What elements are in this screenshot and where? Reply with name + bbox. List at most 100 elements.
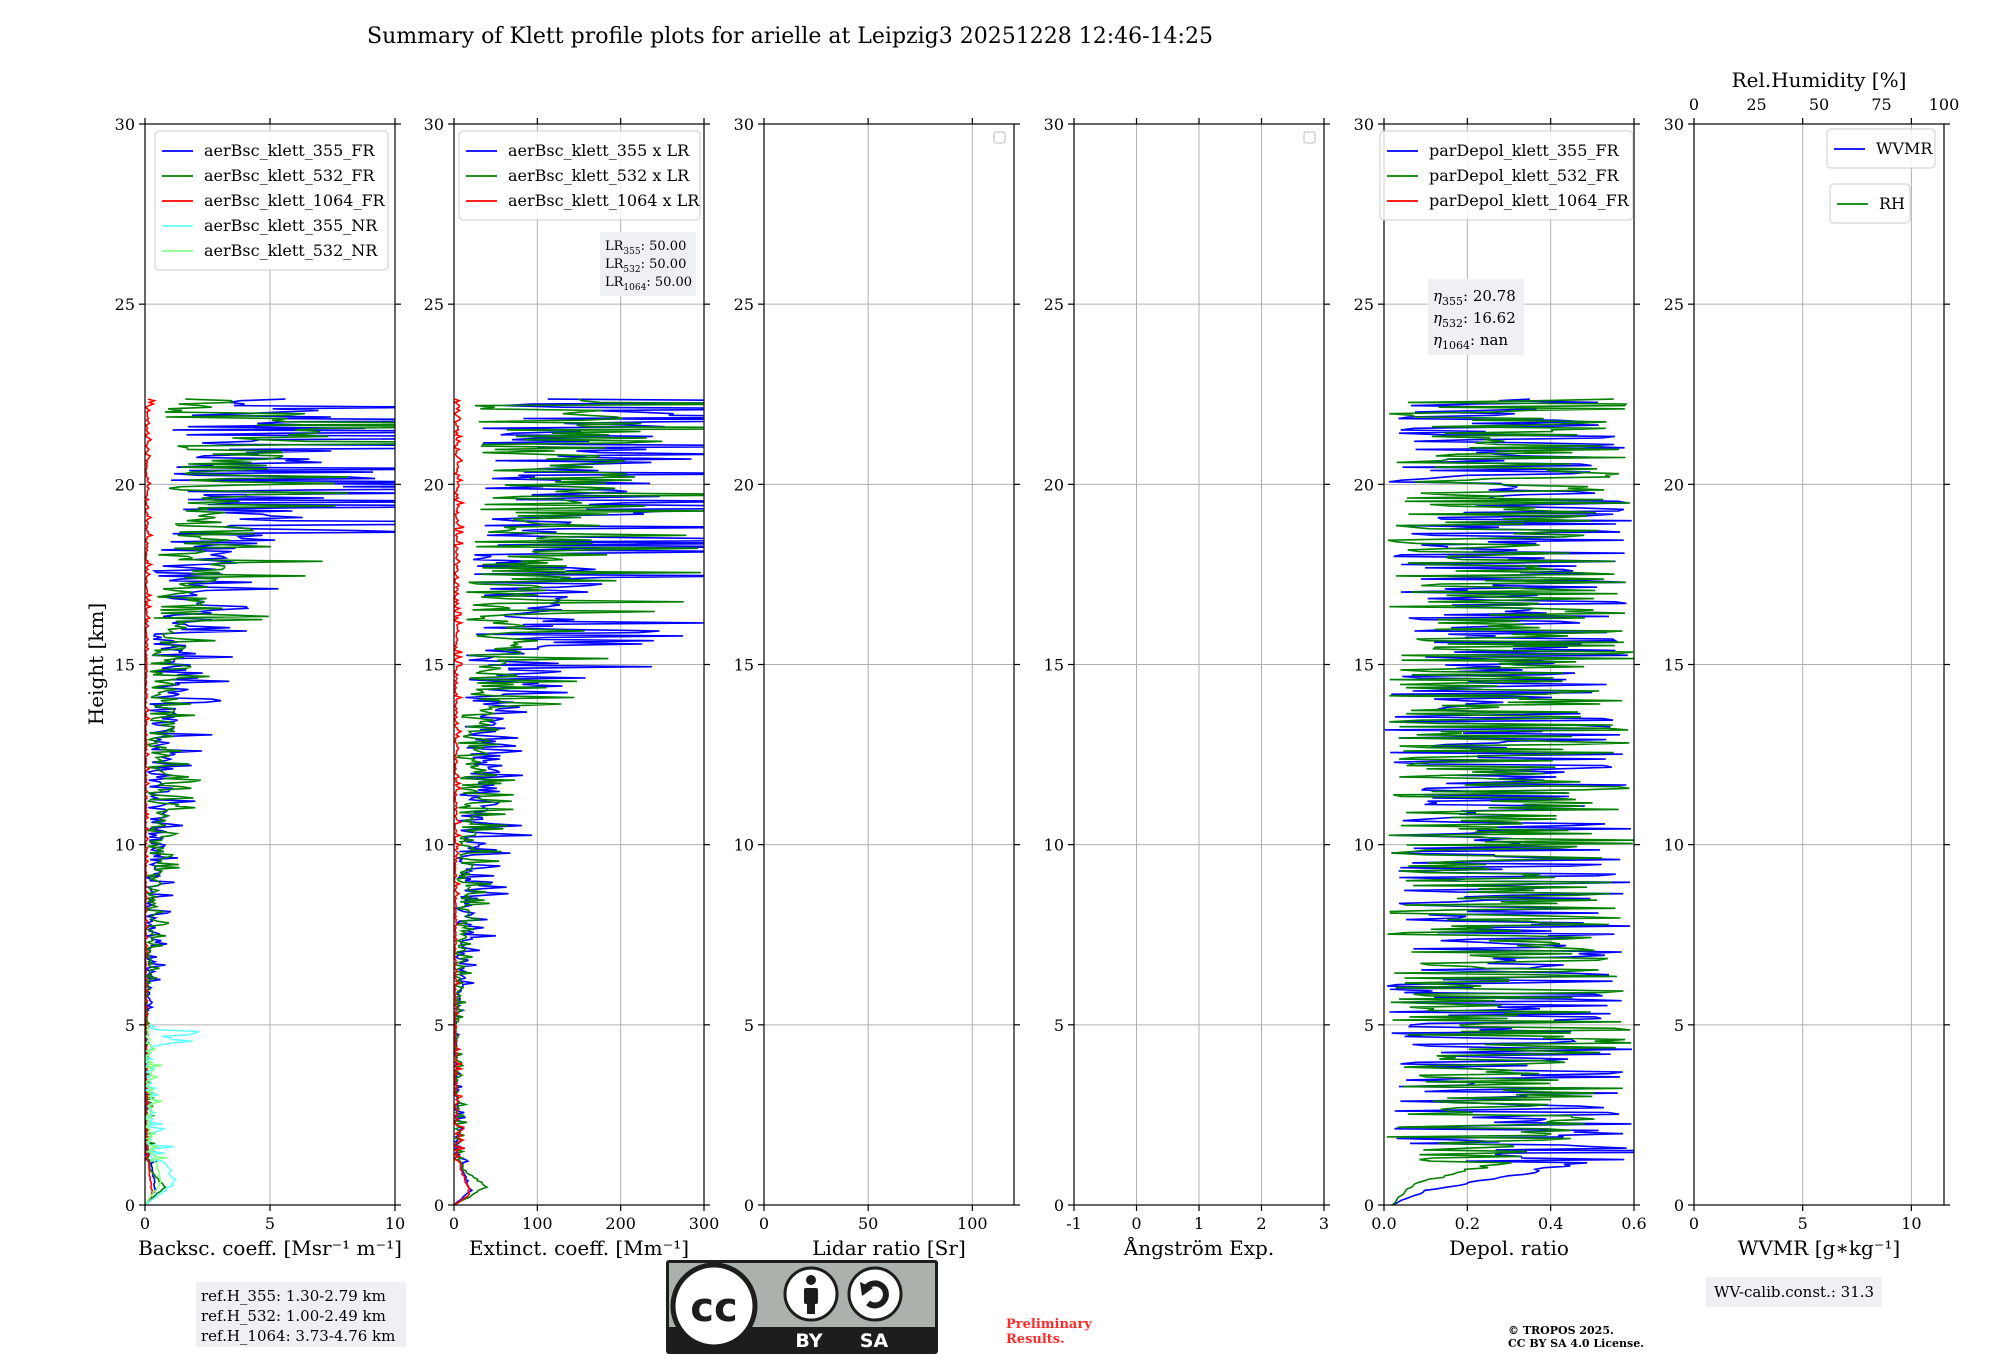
panel-lr: 0 5 10 15 20 25 30 0 50 100 Lidar ratio [Sr] (734, 115, 1020, 1260)
legend: RH (1829, 183, 1911, 224)
y-tick-label: 25 (1354, 295, 1374, 314)
y-tick-label: 25 (734, 295, 754, 314)
x-tick-label: 100 (957, 1214, 988, 1233)
x-tick-label: 300 (689, 1214, 720, 1233)
x-tick-label: 0 (140, 1214, 150, 1233)
y-tick-label: 10 (734, 836, 754, 855)
figure-title: Summary of Klett profile plots for ariel… (367, 24, 1213, 49)
y-tick-label: 25 (115, 295, 135, 314)
legend-label: aerBsc_klett_1064 x LR (508, 191, 700, 210)
y-tick-label: 0 (1054, 1196, 1064, 1215)
top-tick-label: 100 (1929, 95, 1960, 114)
info-line: LR1064: 50.00 (605, 275, 692, 293)
y-tick-label: 15 (424, 656, 444, 675)
x-tick-label: 5 (265, 1214, 275, 1233)
x-tick-label: 10 (1901, 1214, 1921, 1233)
y-tick-label: 5 (744, 1016, 754, 1035)
y-tick-label: 25 (424, 295, 444, 314)
top-tick-label: 75 (1871, 95, 1891, 114)
series-line (454, 398, 472, 1205)
y-tick-label: 10 (1664, 836, 1684, 855)
share-alike-icon (847, 1266, 903, 1322)
y-tick-label: 10 (1354, 836, 1374, 855)
y-tick-label: 10 (424, 836, 444, 855)
cc-license-badge[interactable]: cc BY SA (666, 1260, 938, 1354)
copyright-line2: CC BY SA 4.0 License. (1508, 1337, 1644, 1350)
y-tick-label: 5 (1054, 1016, 1064, 1035)
top-tick-label: 50 (1809, 95, 1829, 114)
x-axis-label: WVMR [g∗kg⁻¹] (1738, 1236, 1900, 1260)
x-tick-label: 0.0 (1371, 1214, 1396, 1233)
y-tick-label: 15 (734, 656, 754, 675)
y-tick-label: 20 (115, 475, 135, 494)
top-tick-label: 25 (1746, 95, 1766, 114)
panel-dep: 0 5 10 15 20 25 30 0.0 0.2 0.4 0.6 Depol. ratio parD… (1354, 115, 1647, 1260)
x-tick-label: 1 (1194, 1214, 1204, 1233)
x-tick-label: 0.4 (1538, 1214, 1563, 1233)
x-tick-label: -1 (1066, 1214, 1082, 1233)
y-tick-label: 5 (434, 1016, 444, 1035)
info-line: LR532: 50.00 (605, 257, 686, 275)
y-tick-label: 5 (125, 1016, 135, 1035)
x-tick-label: 200 (605, 1214, 636, 1233)
legend-label: WVMR (1876, 139, 1933, 158)
info-line: ref.H_355: 1.30-2.79 km (201, 1287, 386, 1305)
legend-label: aerBsc_klett_1064_FR (204, 191, 386, 210)
empty-legend (1303, 131, 1316, 144)
legend-label: aerBsc_klett_355 x LR (508, 141, 690, 160)
x-axis-label: Backsc. coeff. [Msr⁻¹ m⁻¹] (138, 1236, 402, 1260)
x-tick-label: 2 (1256, 1214, 1266, 1233)
y-tick-label: 20 (1664, 475, 1684, 494)
x-tick-label: 0 (1131, 1214, 1141, 1233)
y-tick-label: 0 (744, 1196, 754, 1215)
y-axis-label: Height [km] (84, 603, 108, 725)
y-tick-label: 20 (734, 475, 754, 494)
series-line (145, 1024, 168, 1205)
series-line (145, 398, 395, 1205)
info-box (600, 232, 696, 296)
legend-label: aerBsc_klett_532 x LR (508, 166, 690, 185)
y-tick-label: 20 (1044, 475, 1064, 494)
x-tick-label: 0.2 (1455, 1214, 1480, 1233)
sa-label: SA (860, 1330, 889, 1352)
info-line: ref.H_1064: 3.73-4.76 km (201, 1327, 395, 1345)
series-line (1386, 398, 1634, 1205)
legend-label: aerBsc_klett_532_NR (204, 241, 378, 260)
x-tick-label: 100 (522, 1214, 553, 1233)
x-tick-label: 5 (1798, 1214, 1808, 1233)
y-tick-label: 0 (1364, 1196, 1374, 1215)
series-line (145, 398, 158, 1205)
legend-label: RH (1879, 194, 1905, 213)
info-box (196, 1282, 406, 1347)
series-line (1384, 398, 1634, 1205)
legend-label: aerBsc_klett_355_FR (204, 141, 375, 160)
cc-logo-text: cc (690, 1285, 737, 1331)
preliminary-label-line2: Results. (1006, 1332, 1065, 1347)
y-tick-label: 0 (1674, 1196, 1684, 1215)
legend-label: aerBsc_klett_355_NR (204, 216, 378, 235)
legend: aerBsc_klett_355 x LR aerBsc_klett_532 x … (458, 130, 701, 221)
info-box (1428, 279, 1524, 355)
y-tick-label: 30 (734, 115, 754, 134)
y-tick-label: 10 (1044, 836, 1064, 855)
by-label: BY (795, 1330, 822, 1352)
y-tick-label: 30 (1664, 115, 1684, 134)
x-axis-label: Depol. ratio (1449, 1236, 1569, 1260)
info-box (1706, 1277, 1882, 1307)
series-line (454, 398, 704, 1205)
x-axis-label: Ångström Exp. (1123, 1235, 1274, 1260)
x-tick-label: 0 (1689, 1214, 1699, 1233)
legend-label: parDepol_klett_355_FR (1429, 141, 1620, 160)
empty-legend (993, 131, 1006, 144)
y-tick-label: 0 (125, 1196, 135, 1215)
legend: parDepol_klett_355_FR parDepol_klett_532_… (1379, 130, 1634, 221)
info-line: η355: 20.78 (1433, 287, 1516, 308)
y-tick-label: 5 (1364, 1016, 1374, 1035)
y-tick-label: 15 (1044, 656, 1064, 675)
attribution-icon (783, 1266, 839, 1322)
y-tick-label: 15 (1354, 656, 1374, 675)
